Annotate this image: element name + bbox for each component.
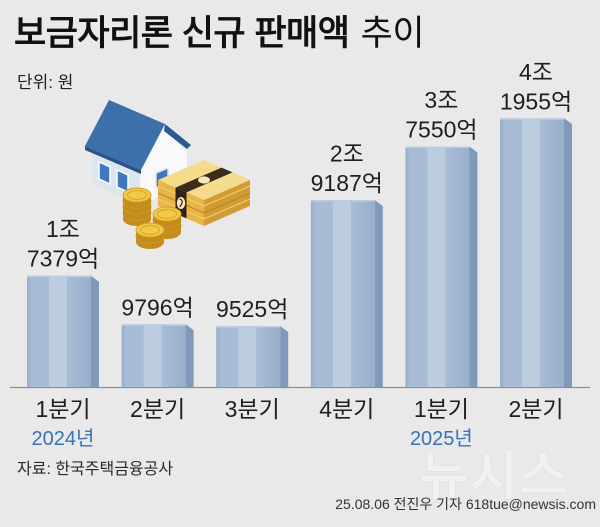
data-label: 9796억	[121, 294, 193, 320]
bundle-emblem	[176, 197, 186, 209]
labels-layer: 1조 7379억 1분기 9796억 2분기 9525억 3분기 2조 9187억 4분기 3조 75…	[27, 59, 572, 450]
bar-front	[500, 118, 564, 388]
data-label: 2조	[330, 141, 364, 167]
bar-top-edge	[310, 200, 375, 202]
data-label: 3조	[424, 87, 458, 113]
chart-title-suffix: 추이	[360, 14, 425, 53]
bar-top-edge	[216, 326, 281, 328]
bar-side	[374, 200, 383, 387]
unit-label: 단위: 원	[17, 73, 74, 92]
bar-side	[91, 275, 99, 387]
bar-front	[216, 326, 281, 387]
source-note: 자료: 한국주택금융공사	[17, 461, 174, 478]
coin-ring	[139, 224, 161, 236]
bar-side	[469, 146, 478, 387]
bar-side	[564, 118, 572, 388]
bar-front	[405, 146, 470, 387]
house-window	[98, 160, 111, 186]
category-label: 4분기	[319, 396, 374, 422]
bar-1	[27, 275, 99, 387]
bar-top-edge	[500, 118, 564, 120]
bundle-edge	[157, 185, 251, 207]
bundle-edge	[157, 198, 251, 220]
bundle-emblem-mark	[179, 198, 183, 208]
bar-2	[121, 324, 194, 387]
byline-credit: 25.08.06 전진우 기자 618tue@newsis.com	[335, 496, 596, 512]
house-coins-banknotes-icon	[85, 100, 251, 249]
year-label: 2024년	[32, 427, 95, 450]
bundle-emblem	[198, 176, 210, 184]
category-label: 1분기	[35, 396, 90, 422]
house-roof	[85, 100, 165, 170]
category-label: 2분기	[130, 396, 185, 422]
category-label: 3분기	[225, 396, 280, 422]
coin-ring	[126, 189, 148, 201]
bars-layer	[27, 118, 572, 388]
bar-front	[121, 324, 186, 387]
data-label: 9187억	[311, 170, 383, 196]
data-label: 1955억	[500, 88, 572, 114]
bar-front	[310, 200, 375, 387]
category-label: 1분기	[414, 396, 469, 422]
bar-5	[405, 146, 478, 387]
bar-top-edge	[27, 275, 91, 278]
bar-side	[280, 326, 289, 387]
bundle-edge	[157, 192, 251, 214]
house-roof-eave	[85, 146, 141, 174]
coin-stack-icon	[135, 222, 165, 249]
coin-ring	[156, 208, 178, 220]
chart-title-main: 보금자리론 신규 판매액	[14, 14, 350, 53]
data-label: 7550억	[405, 117, 477, 143]
year-label: 2025년	[410, 427, 473, 450]
coin-stacks	[122, 187, 182, 249]
data-label: 7379억	[27, 246, 99, 272]
newsis-watermark: 뉴시스	[420, 448, 570, 506]
data-label: 1조	[46, 216, 80, 242]
house-roof-edge	[164, 124, 191, 149]
bar-3	[216, 326, 289, 387]
chart-title: 보금자리론 신규 판매액 추이	[14, 12, 425, 56]
data-label: 4조	[519, 59, 553, 85]
coin-stack-icon	[122, 187, 152, 226]
bar-4	[310, 200, 383, 387]
data-label: 9525억	[216, 296, 288, 322]
bar-6	[500, 118, 572, 388]
bar-front	[27, 275, 91, 387]
bar-side	[185, 324, 194, 387]
bar-top-edge	[121, 324, 186, 326]
category-label: 2분기	[508, 396, 563, 422]
bar-top-edge	[405, 146, 470, 148]
